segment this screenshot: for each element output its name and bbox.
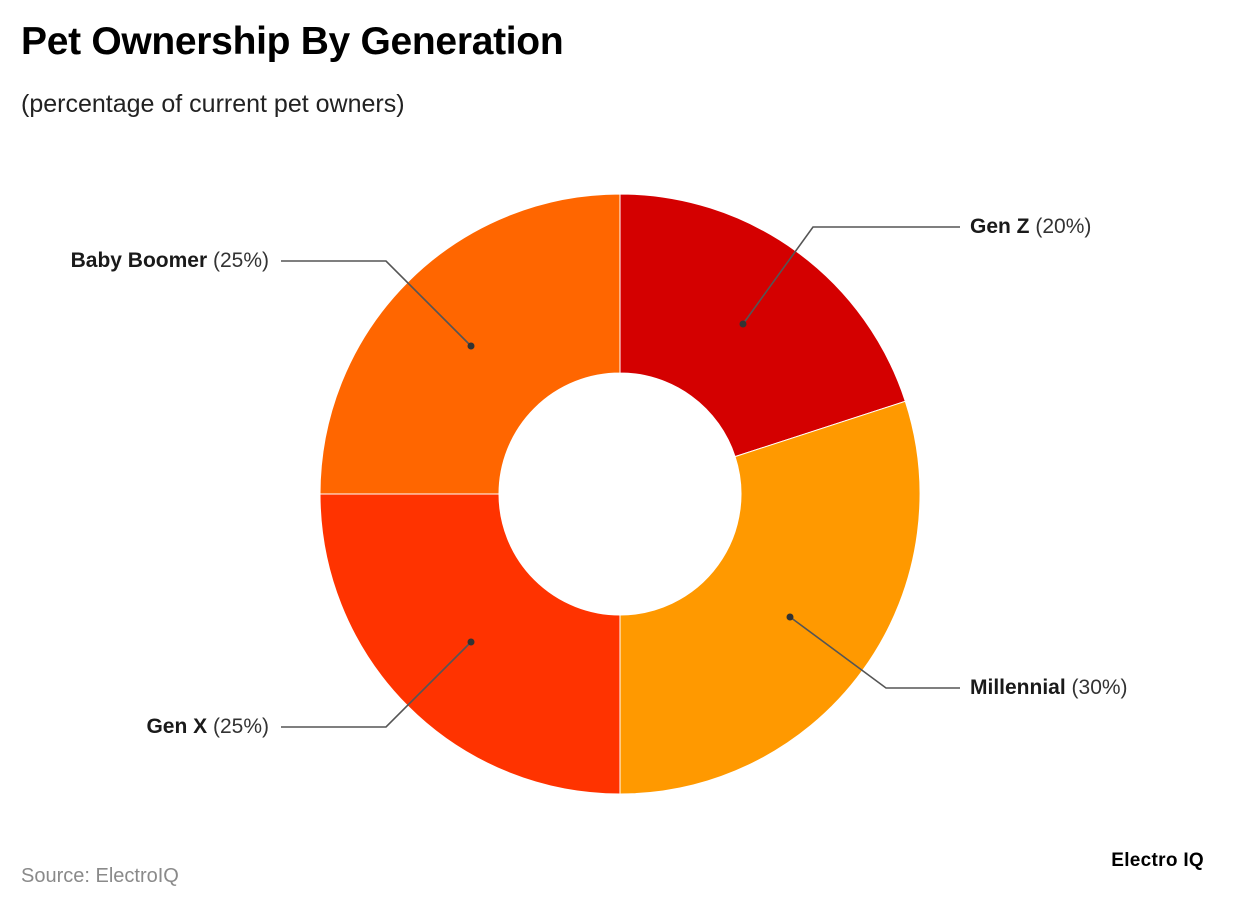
anchor-dot-millennial: [786, 613, 794, 621]
label-gen-x-pct: (25%): [212, 715, 269, 738]
label-millennial-pct: (30%): [1071, 676, 1128, 699]
label-gen-z-pct: (20%): [1035, 215, 1092, 238]
label-baby-boomer-pct: (25%): [212, 249, 269, 272]
anchor-dot-baby-boomer: [467, 342, 475, 350]
label-gen-x-name: Gen X: [146, 715, 208, 738]
leader-line-millennial: [789, 616, 960, 689]
label-gen-z-name: Gen Z: [970, 215, 1030, 238]
source-note: Source: ElectroIQ: [21, 865, 179, 887]
anchor-dot-gen-x: [467, 638, 475, 646]
label-baby-boomer: Baby Boomer (25%): [71, 250, 269, 271]
slice-gen-z: [619, 193, 906, 458]
leader-line-baby-boomer: [281, 260, 472, 347]
anchor-dot-gen-z: [739, 320, 747, 328]
label-gen-z: Gen Z (20%): [970, 216, 1091, 237]
slice-millennial: [619, 400, 921, 795]
label-baby-boomer-name: Baby Boomer: [70, 249, 208, 272]
label-gen-x: Gen X (25%): [146, 716, 269, 737]
brand-logo: Electro IQ: [1111, 850, 1204, 871]
chart-subtitle: (percentage of current pet owners): [21, 90, 405, 118]
leader-line-gen-x: [281, 641, 472, 728]
label-millennial-name: Millennial: [970, 676, 1066, 699]
chart-title: Pet Ownership By Generation: [21, 20, 564, 63]
leader-line-gen-z: [742, 226, 960, 325]
leader-lines: [281, 226, 960, 728]
label-millennial: Millennial (30%): [970, 677, 1128, 698]
